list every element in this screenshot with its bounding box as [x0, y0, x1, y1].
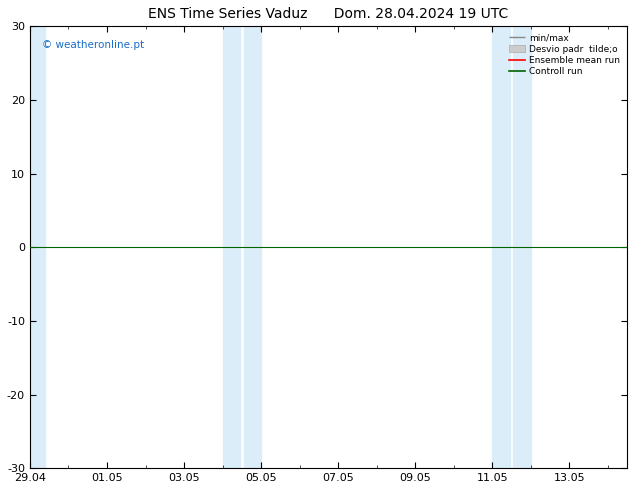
Text: © weatheronline.pt: © weatheronline.pt: [42, 40, 144, 49]
Bar: [492, 26, 510, 468]
Title: ENS Time Series Vaduz      Dom. 28.04.2024 19 UTC: ENS Time Series Vaduz Dom. 28.04.2024 19…: [148, 7, 508, 21]
Bar: [30, 26, 46, 468]
Bar: [514, 26, 531, 468]
Legend: min/max, Desvio padr  tilde;o, Ensemble mean run, Controll run: min/max, Desvio padr tilde;o, Ensemble m…: [507, 31, 623, 79]
Bar: [223, 26, 240, 468]
Bar: [243, 26, 261, 468]
